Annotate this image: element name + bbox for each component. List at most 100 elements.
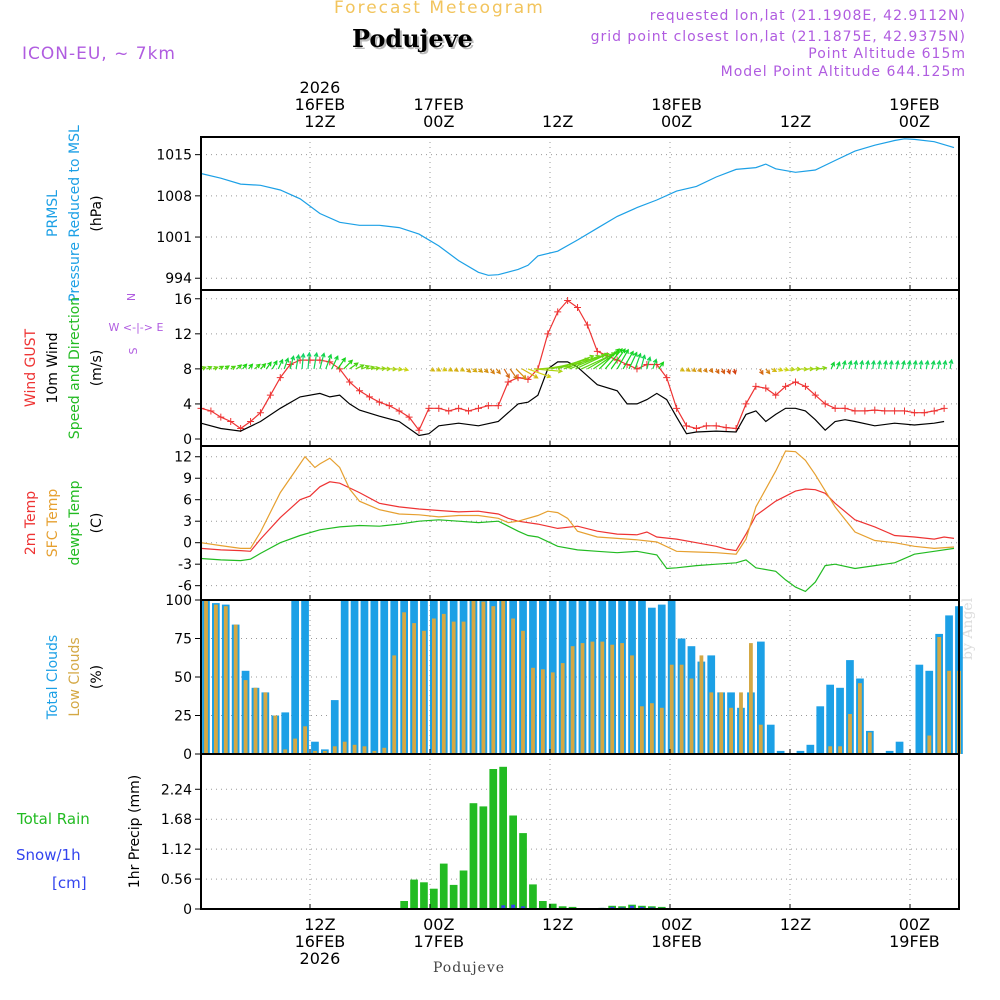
wind-direction-arrow — [622, 350, 634, 370]
bar-low-clouds — [422, 630, 426, 754]
wind-direction-arrow — [300, 352, 306, 369]
bar-low-clouds — [580, 643, 585, 754]
wind-direction-arrow — [598, 348, 620, 370]
bar-low-clouds — [719, 692, 724, 754]
bar-low-clouds — [699, 655, 704, 754]
bar-total-rain — [568, 906, 577, 909]
gust-marker — [356, 387, 364, 395]
bar-low-clouds — [838, 746, 842, 754]
footer-place: Podujeve — [433, 960, 505, 976]
top-time-label: 00Z — [899, 112, 930, 131]
gust-marker — [881, 407, 889, 415]
bar-low-clouds — [659, 707, 664, 754]
wind-direction-arrow — [466, 368, 472, 373]
y-tick-label: 4 — [183, 397, 192, 413]
gust-marker — [207, 407, 215, 415]
gust-marker — [851, 407, 859, 415]
bar-low-clouds — [223, 606, 228, 754]
wind-direction-arrow — [515, 368, 527, 380]
bar-total-clouds — [638, 600, 646, 754]
bar-total-clouds — [380, 600, 389, 754]
bar-low-clouds — [283, 749, 288, 754]
precip-legend-label: Snow/1h — [16, 846, 81, 864]
gust-marker — [891, 407, 899, 415]
bar-total-rain — [529, 884, 537, 909]
gust-marker — [445, 407, 453, 415]
y-tick-label: 1015 — [156, 148, 192, 164]
wind-direction-arrow — [634, 352, 642, 370]
y-tick-label: 994 — [165, 271, 192, 287]
gust-marker — [435, 404, 443, 412]
bar-low-clouds — [550, 672, 555, 754]
bar-low-clouds — [947, 670, 951, 754]
bar-total-rain — [449, 884, 458, 909]
wind-direction-arrow — [697, 367, 703, 373]
panel-frame — [200, 445, 960, 601]
bar-low-clouds — [233, 624, 238, 754]
bar-low-clouds — [749, 643, 753, 754]
y-tick-label: 16 — [174, 292, 192, 308]
bar-total-rain — [548, 903, 557, 909]
requested-coords: requested lon,lat (21.1908E, 42.9112N) — [649, 8, 966, 24]
wind-direction-arrow — [865, 359, 871, 369]
bar-snow-1h — [610, 906, 615, 909]
wind-direction-arrow — [616, 348, 629, 370]
bottom-time-label: 12Z — [780, 915, 811, 934]
bottom-time-label: 19FEB — [889, 932, 940, 951]
wind-direction-arrow — [271, 360, 278, 370]
wind-direction-arrow — [841, 359, 847, 370]
wind-direction-arrow — [726, 368, 731, 375]
series-line-prmsl — [200, 138, 955, 276]
wind-direction-arrow — [895, 359, 900, 370]
wind-direction-arrow — [801, 366, 809, 372]
bar-total-clouds — [806, 744, 815, 754]
wind-direction-arrow — [720, 368, 726, 375]
wind-direction-arrow — [610, 348, 626, 370]
bar-total-rain — [400, 901, 408, 909]
wind-direction-arrow — [436, 367, 442, 372]
wind-direction-arrow — [557, 354, 595, 370]
y-axis-label: Pressure Reduced to MSL — [67, 125, 83, 302]
top-time-label: 17FEB — [413, 95, 464, 114]
bar-low-clouds — [441, 613, 446, 754]
wind-direction-arrow — [265, 361, 272, 370]
gust-marker — [782, 382, 790, 390]
bar-total-clouds — [915, 664, 924, 754]
bar-total-clouds — [350, 600, 359, 754]
gust-marker — [692, 424, 700, 432]
point-altitude: Point Altitude 615m — [808, 46, 966, 62]
bar-low-clouds — [253, 687, 258, 754]
gust-marker — [861, 407, 869, 415]
wind-direction-arrow — [236, 364, 243, 370]
gust-marker — [841, 404, 849, 412]
wind-direction-arrow — [218, 365, 225, 371]
wind-direction-arrow — [283, 357, 290, 370]
top-time-label: 18FEB — [651, 95, 702, 114]
bar-low-clouds — [293, 738, 297, 754]
bar-total-clouds — [895, 741, 904, 754]
y-axis-label: (m/s) — [89, 350, 105, 387]
y-tick-label: 25 — [174, 709, 192, 725]
bar-snow-1h — [511, 904, 515, 909]
bar-total-clouds — [281, 712, 290, 754]
wind-direction-arrow — [777, 367, 784, 372]
panel-pressure-reduced-to-msl: 994 1001 1008 1015 PRMSL Pressure Reduced to … — [45, 125, 960, 302]
wind-direction-arrow — [714, 368, 720, 375]
bar-total-clouds — [826, 684, 834, 754]
bar-total-clouds — [885, 750, 894, 754]
gust-marker — [663, 374, 671, 382]
wind-direction-arrow — [912, 359, 918, 370]
wind-direction-arrow — [277, 358, 284, 370]
precip-legend-label: [cm] — [52, 874, 87, 892]
gust-marker — [346, 378, 354, 386]
bar-total-clouds — [330, 700, 339, 754]
wind-direction-arrow — [355, 364, 365, 370]
wind-direction-arrow — [658, 361, 665, 370]
wind-direction-arrow — [402, 366, 410, 372]
bar-total-clouds — [301, 600, 309, 754]
gust-marker — [930, 407, 938, 415]
wind-direction-arrow — [230, 365, 237, 371]
bar-low-clouds — [689, 678, 694, 754]
compass-north: N — [125, 293, 138, 301]
